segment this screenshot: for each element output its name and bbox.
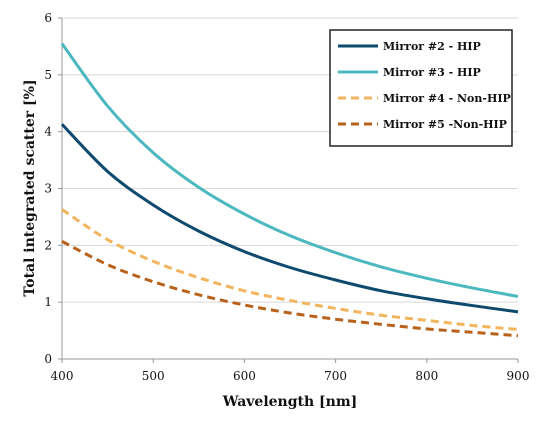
y-tick-label: 6 [44,11,52,25]
y-tick-label: 4 [44,125,52,139]
legend-label-2: Mirror #3 - HIP [383,66,481,79]
x-tick-label: 900 [507,369,530,383]
y-tick-label: 3 [44,182,52,196]
x-tick-label: 600 [233,369,256,383]
x-axis-title: Wavelength [nm] [222,394,358,410]
y-tick-labels: 0 1 2 3 4 5 6 [44,11,62,366]
y-tick-label: 5 [44,68,52,82]
y-tick-label: 1 [44,295,52,309]
x-tick-label: 500 [142,369,165,383]
x-tick-label: 700 [324,369,347,383]
x-tick-labels: 400 500 600 700 800 900 [51,359,530,383]
series-line-1 [60,123,519,314]
series-line-3 [61,208,519,331]
y-axis-title: Total integrated scatter [%] [22,79,38,296]
legend-label-4: Mirror #5 -Non-HIP [383,118,507,131]
y-tick-label: 2 [44,238,52,252]
x-tick-label: 400 [51,369,74,383]
x-tick-label: 800 [415,369,438,383]
legend: Mirror #2 - HIP Mirror #3 - HIP Mirror #4 … [329,29,513,147]
series-line-2 [60,42,519,298]
y-tick-label: 0 [44,352,52,366]
legend-label-1: Mirror #2 - HIP [383,40,481,53]
legend-label-3: Mirror #4 - Non-HIP [383,92,511,105]
data-series [60,42,519,338]
legend-box [329,29,513,147]
series-line-4 [61,240,519,338]
